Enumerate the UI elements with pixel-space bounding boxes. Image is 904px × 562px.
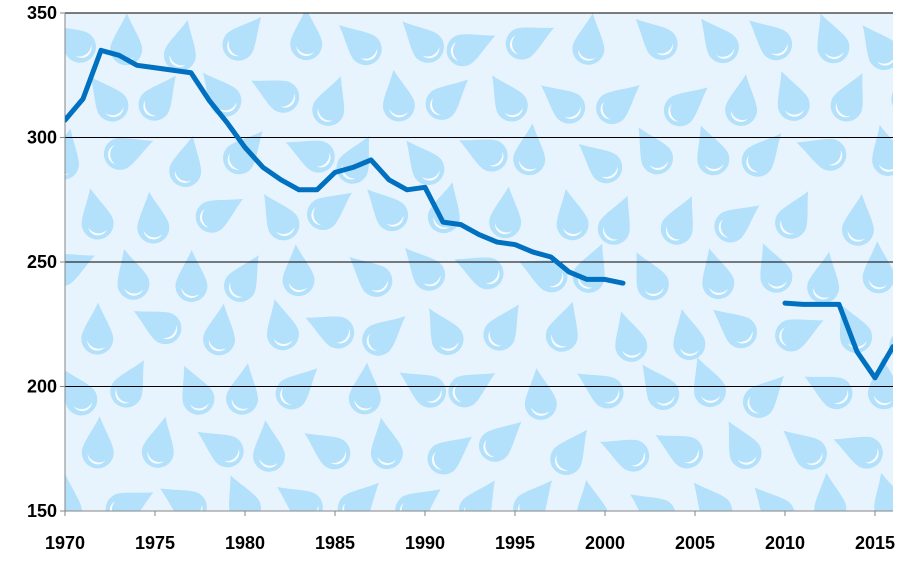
- y-tick-label: 350: [27, 3, 57, 23]
- x-tick-label: 2015: [855, 533, 895, 553]
- y-tick-label: 200: [27, 377, 57, 397]
- x-tick-label: 1980: [225, 533, 265, 553]
- y-tick-label: 250: [27, 252, 57, 272]
- x-tick-label: 2010: [765, 533, 805, 553]
- x-tick-label: 1975: [135, 533, 175, 553]
- y-tick-label: 150: [27, 501, 57, 521]
- y-tick-label: 300: [27, 128, 57, 148]
- x-tick-label: 1995: [495, 533, 535, 553]
- x-tick-label: 1985: [315, 533, 355, 553]
- x-tick-label: 2000: [585, 533, 625, 553]
- x-tick-label: 2005: [675, 533, 715, 553]
- x-tick-label: 1970: [45, 533, 85, 553]
- x-tick-label: 1990: [405, 533, 445, 553]
